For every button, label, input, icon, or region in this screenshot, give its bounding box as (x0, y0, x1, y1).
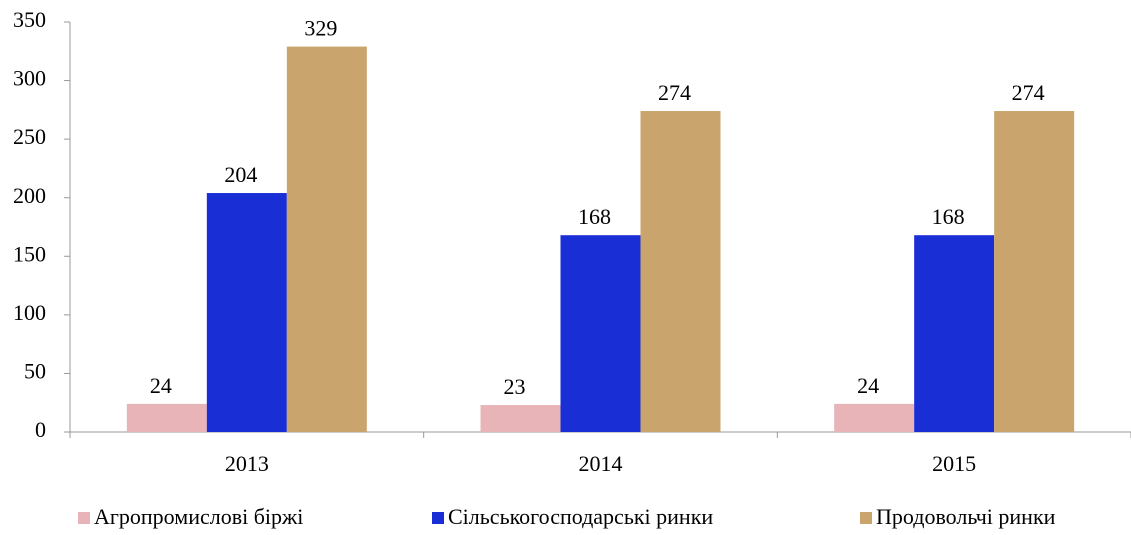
bar (560, 235, 641, 432)
y-tick-label: 50 (24, 358, 46, 383)
value-label: 24 (857, 373, 879, 398)
value-label: 168 (578, 204, 611, 229)
legend-label: Агропромислові біржі (94, 504, 303, 529)
y-tick-label: 100 (13, 300, 46, 325)
value-label: 23 (504, 374, 526, 399)
value-label: 329 (304, 16, 337, 41)
bar (834, 403, 915, 432)
x-tick-label: 2014 (579, 451, 623, 476)
bar (206, 193, 287, 432)
y-tick-label: 350 (13, 7, 46, 32)
legend-swatch (860, 512, 872, 524)
legend-swatch (78, 512, 90, 524)
x-tick-label: 2013 (225, 451, 269, 476)
bar (126, 403, 207, 432)
bar (994, 111, 1075, 433)
value-label: 274 (1012, 80, 1045, 105)
value-label: 168 (932, 204, 965, 229)
legend-swatch (432, 512, 444, 524)
y-tick-label: 150 (13, 241, 46, 266)
value-label: 204 (224, 162, 257, 187)
legend-label: Сільськогосподарські ринки (448, 504, 713, 529)
value-label: 24 (150, 373, 172, 398)
bar (914, 235, 995, 432)
y-tick-label: 0 (35, 417, 46, 442)
legend-label: Продовольчі ринки (876, 504, 1056, 529)
bar (640, 111, 721, 433)
bar (286, 46, 367, 432)
bar (480, 405, 561, 432)
y-tick-label: 200 (13, 183, 46, 208)
x-tick-label: 2015 (932, 451, 976, 476)
y-tick-label: 300 (13, 66, 46, 91)
y-tick-label: 250 (13, 124, 46, 149)
value-label: 274 (658, 80, 691, 105)
